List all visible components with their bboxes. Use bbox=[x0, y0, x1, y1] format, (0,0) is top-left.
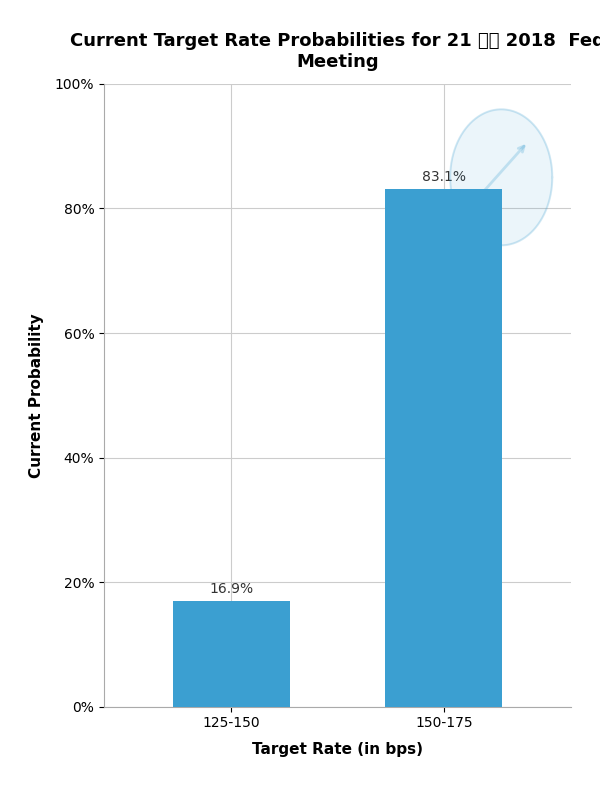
Bar bbox=[173, 601, 290, 707]
Text: 83.1%: 83.1% bbox=[422, 170, 466, 184]
Y-axis label: Current Probability: Current Probability bbox=[29, 313, 44, 477]
X-axis label: Target Rate (in bps): Target Rate (in bps) bbox=[252, 742, 423, 757]
Title: Current Target Rate Probabilities for 21 三月 2018  Fed
Meeting: Current Target Rate Probabilities for 21… bbox=[70, 32, 600, 71]
Text: 16.9%: 16.9% bbox=[209, 582, 254, 596]
Bar bbox=[385, 189, 502, 707]
